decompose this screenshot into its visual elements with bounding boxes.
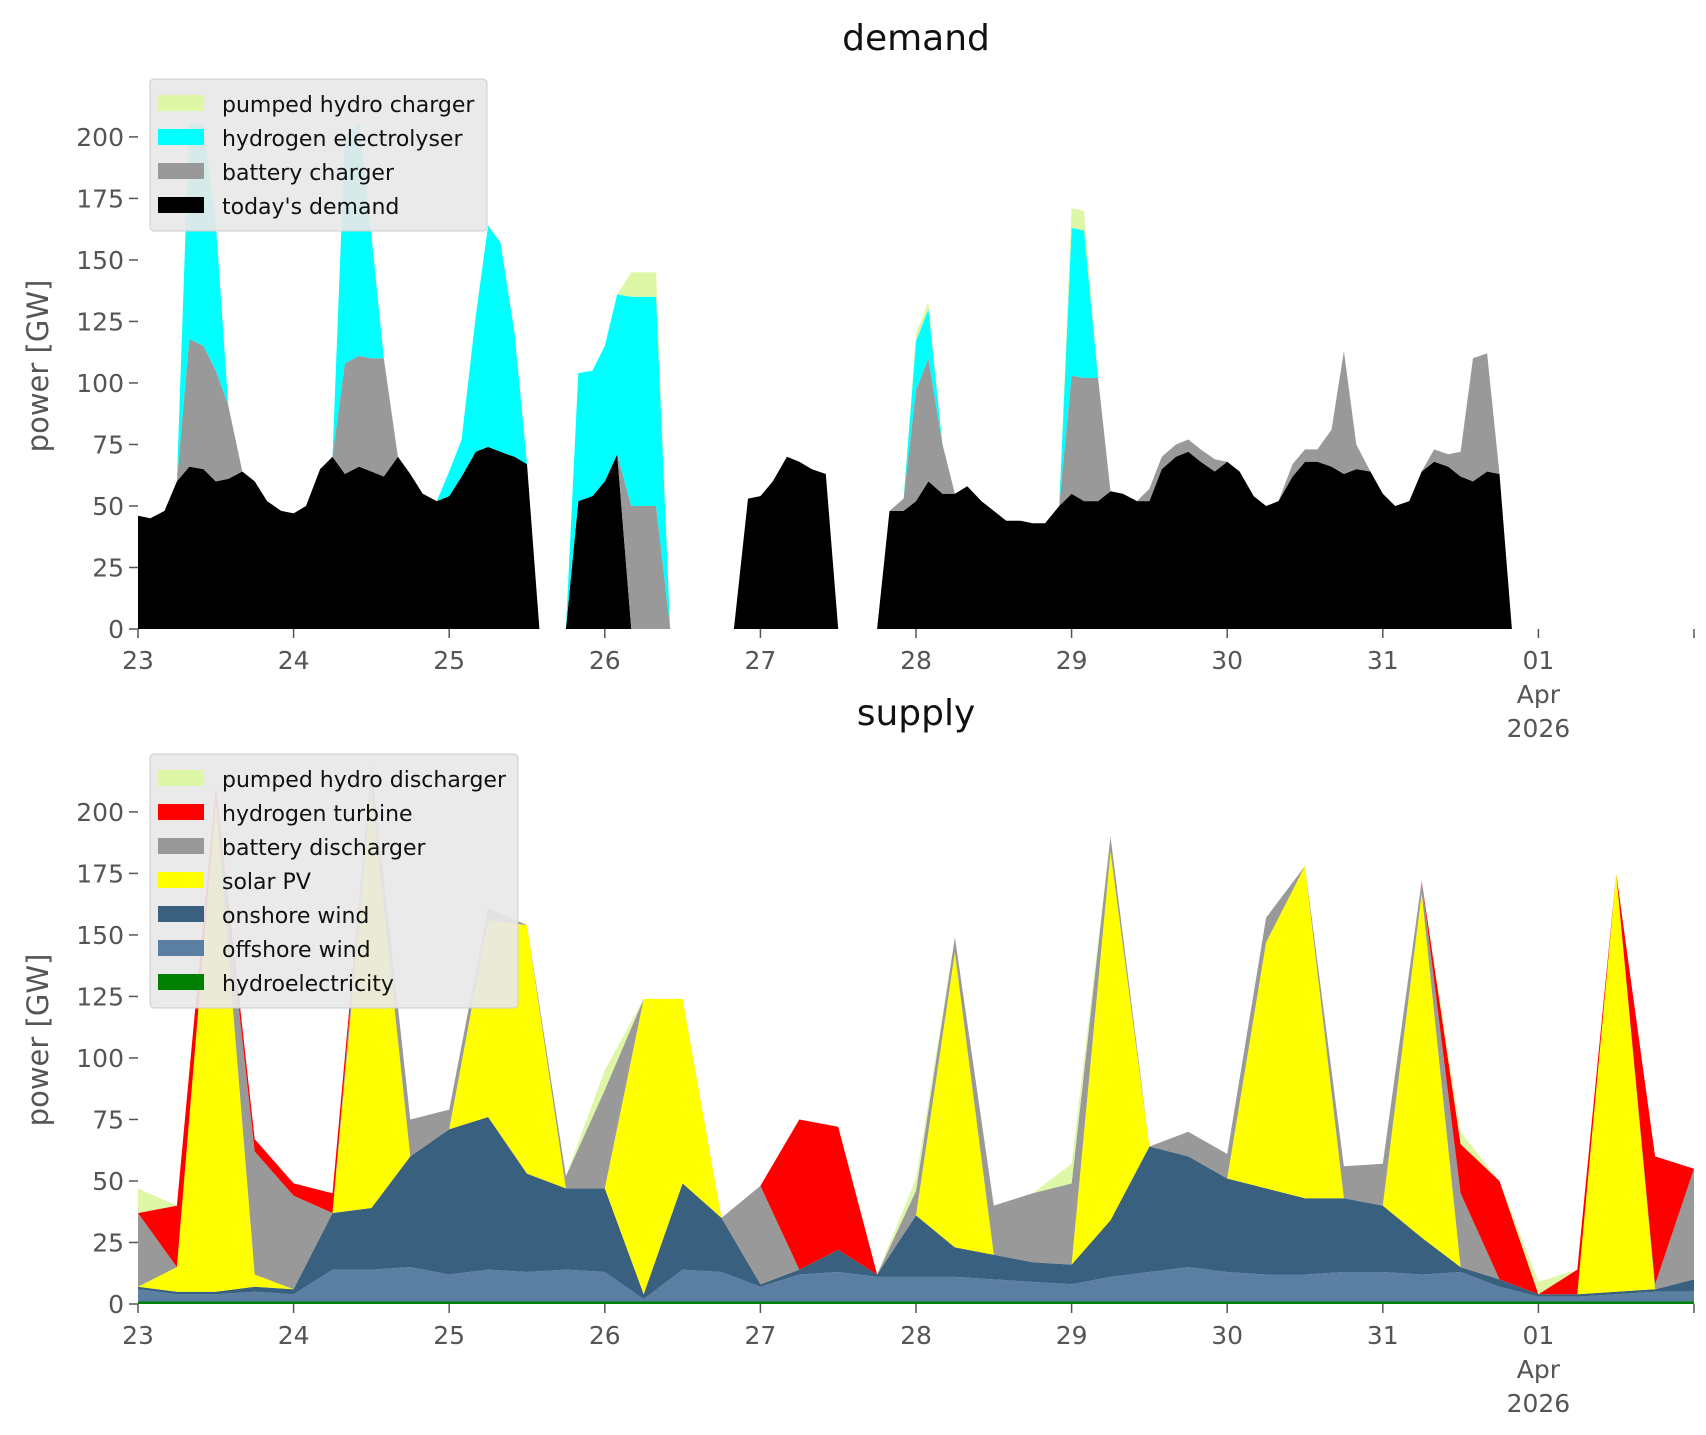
x-tick-sublabel: Apr [1517,1355,1561,1384]
area-hydroelectricity [138,1301,1694,1304]
y-tick-label: 150 [76,246,124,275]
x-tick-label: 24 [278,646,310,675]
y-tick-label: 75 [92,430,124,459]
legend-swatch [158,804,204,820]
y-tick-label: 175 [76,184,124,213]
area-today-s-demand [138,446,1694,629]
legend-swatch [158,197,204,213]
x-tick-label: 29 [1056,1321,1088,1350]
supply-chart: supply power [GW] 0 25 50 75 100 125 150 175 200… [21,693,1695,1418]
legend-swatch [158,770,204,786]
area-battery-discharger [138,765,1694,1295]
demand-chart: demand power [GW] 0 25 50 75 100 125 150 175 200… [21,18,1695,743]
area-offshore-wind [138,1267,1694,1302]
y-axis-label: power [GW] [21,280,55,453]
x-tick-label: 24 [278,1321,310,1350]
x-tick-label: 25 [433,646,465,675]
legend-swatch [158,872,204,888]
y-axis-label: power [GW] [21,954,55,1127]
area-battery-charger [138,338,1694,629]
legend-entry: onshore wind [222,904,369,929]
x-tick-label: 23 [122,1321,154,1350]
y-tick-label: 150 [76,921,124,950]
legend-entry: offshore wind [222,938,371,963]
x-tick-label: 31 [1367,1321,1399,1350]
x-tick-label: 27 [744,646,776,675]
y-tick-label: 25 [92,1228,124,1257]
legend-entry: today's demand [222,195,399,220]
y-tick-label: 125 [76,307,124,336]
x-tick-label: 26 [589,1321,621,1350]
area-layers [138,122,1694,629]
legend-entry: solar PV [222,870,311,895]
x-tick-label: 30 [1211,1321,1243,1350]
x-tick-label: 01 [1522,646,1554,675]
x-tick-sublabel: Apr [1517,680,1561,709]
y-tick-label: 75 [92,1105,124,1134]
axes: 0 25 50 75 100 125 150 175 200 23 24 25 26 27 28 29 30 31… [76,798,1695,1418]
y-tick-label: 50 [92,1167,124,1196]
legend-box [149,753,519,1009]
x-tick-label: 30 [1211,646,1243,675]
area-solar-pv [138,789,1694,1295]
legend-entry: hydroelectricity [222,972,394,997]
area-pumped-hydro-discharger [138,765,1694,1295]
legend-swatch [158,163,204,179]
x-tick-label: 25 [433,1321,465,1350]
area-onshore-wind [138,1117,1694,1300]
legend-swatch [158,906,204,922]
x-tick-label: 27 [744,1321,776,1350]
y-tick-label: 100 [76,369,124,398]
legend: pumped hydro discharger hydrogen turbine b… [149,753,519,1009]
x-tick-label: 28 [900,646,932,675]
axes: 0 25 50 75 100 125 150 175 200 23 24 25 26 27 28 29 30 31… [76,123,1695,743]
y-tick-label: 50 [92,492,124,521]
x-tick-label: 29 [1056,646,1088,675]
legend-swatch [158,838,204,854]
x-tick-label: 01 [1522,1321,1554,1350]
x-tick-sublabel: 2026 [1507,714,1571,743]
legend-entry: pumped hydro charger [222,93,475,118]
area-layers [138,765,1694,1304]
x-tick-label: 28 [900,1321,932,1350]
y-tick-label: 200 [76,798,124,827]
y-tick-label: 175 [76,859,124,888]
y-tick-label: 100 [76,1044,124,1073]
y-tick-label: 0 [108,1290,124,1319]
legend-swatch [158,974,204,990]
x-tick-label: 31 [1367,646,1399,675]
legend-swatch [158,95,204,111]
y-tick-label: 200 [76,123,124,152]
y-tick-label: 25 [92,553,124,582]
legend-entry: hydrogen turbine [222,802,413,827]
legend-box [149,78,488,232]
x-tick-sublabel: 2026 [1507,1389,1571,1418]
legend-entry: hydrogen electrolyser [222,127,463,152]
y-tick-label: 125 [76,982,124,1011]
x-tick-label: 23 [122,646,154,675]
legend-entry: battery charger [222,161,395,186]
legend-entry: pumped hydro discharger [222,768,507,793]
legend-swatch [158,940,204,956]
legend: pumped hydro charger hydrogen electrolyse… [149,78,488,232]
x-tick-label: 26 [589,646,621,675]
y-tick-label: 0 [108,615,124,644]
chart-title: supply [857,693,976,734]
area-hydrogen-electrolyser [138,122,1694,629]
chart-title: demand [842,18,990,59]
legend-swatch [158,129,204,145]
legend-entry: battery discharger [222,836,427,861]
